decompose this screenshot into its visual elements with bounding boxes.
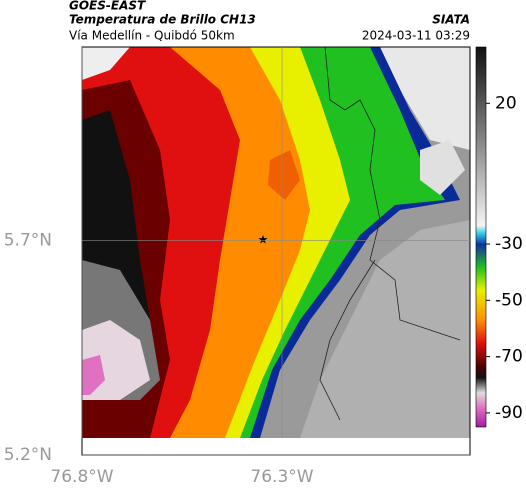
agency: SIATA	[432, 13, 470, 27]
borders	[319, 47, 461, 421]
axes: 76.8°W 76.3°W 5.7°N 5.2°N 20 -30 -50 -70 -90	[4, 47, 523, 487]
x-tick-label: 76.3°W	[250, 467, 313, 487]
colorbar-tick-label: -90	[495, 403, 523, 423]
satellite-image	[82, 47, 470, 438]
y-tick-label: 5.2°N	[4, 445, 52, 465]
colorbar-tick-label: -30	[495, 234, 523, 254]
colorbar	[475, 46, 487, 428]
source: GOES-EAST	[69, 0, 146, 13]
datetime: 2024-03-11 03:29	[362, 29, 470, 43]
colorbar-tick-label: -50	[495, 290, 523, 310]
title: Temperatura de Brillo CH13	[69, 13, 256, 27]
location-marker: ★	[258, 233, 269, 247]
colorbar-tick-label: -70	[495, 347, 523, 367]
y-tick-label: 5.7°N	[4, 230, 52, 250]
x-tick-label: 76.8°W	[50, 467, 113, 487]
colorbar-tick-label: 20	[495, 93, 517, 113]
route: Vía Medellín - Quibdó 50km	[69, 29, 235, 43]
